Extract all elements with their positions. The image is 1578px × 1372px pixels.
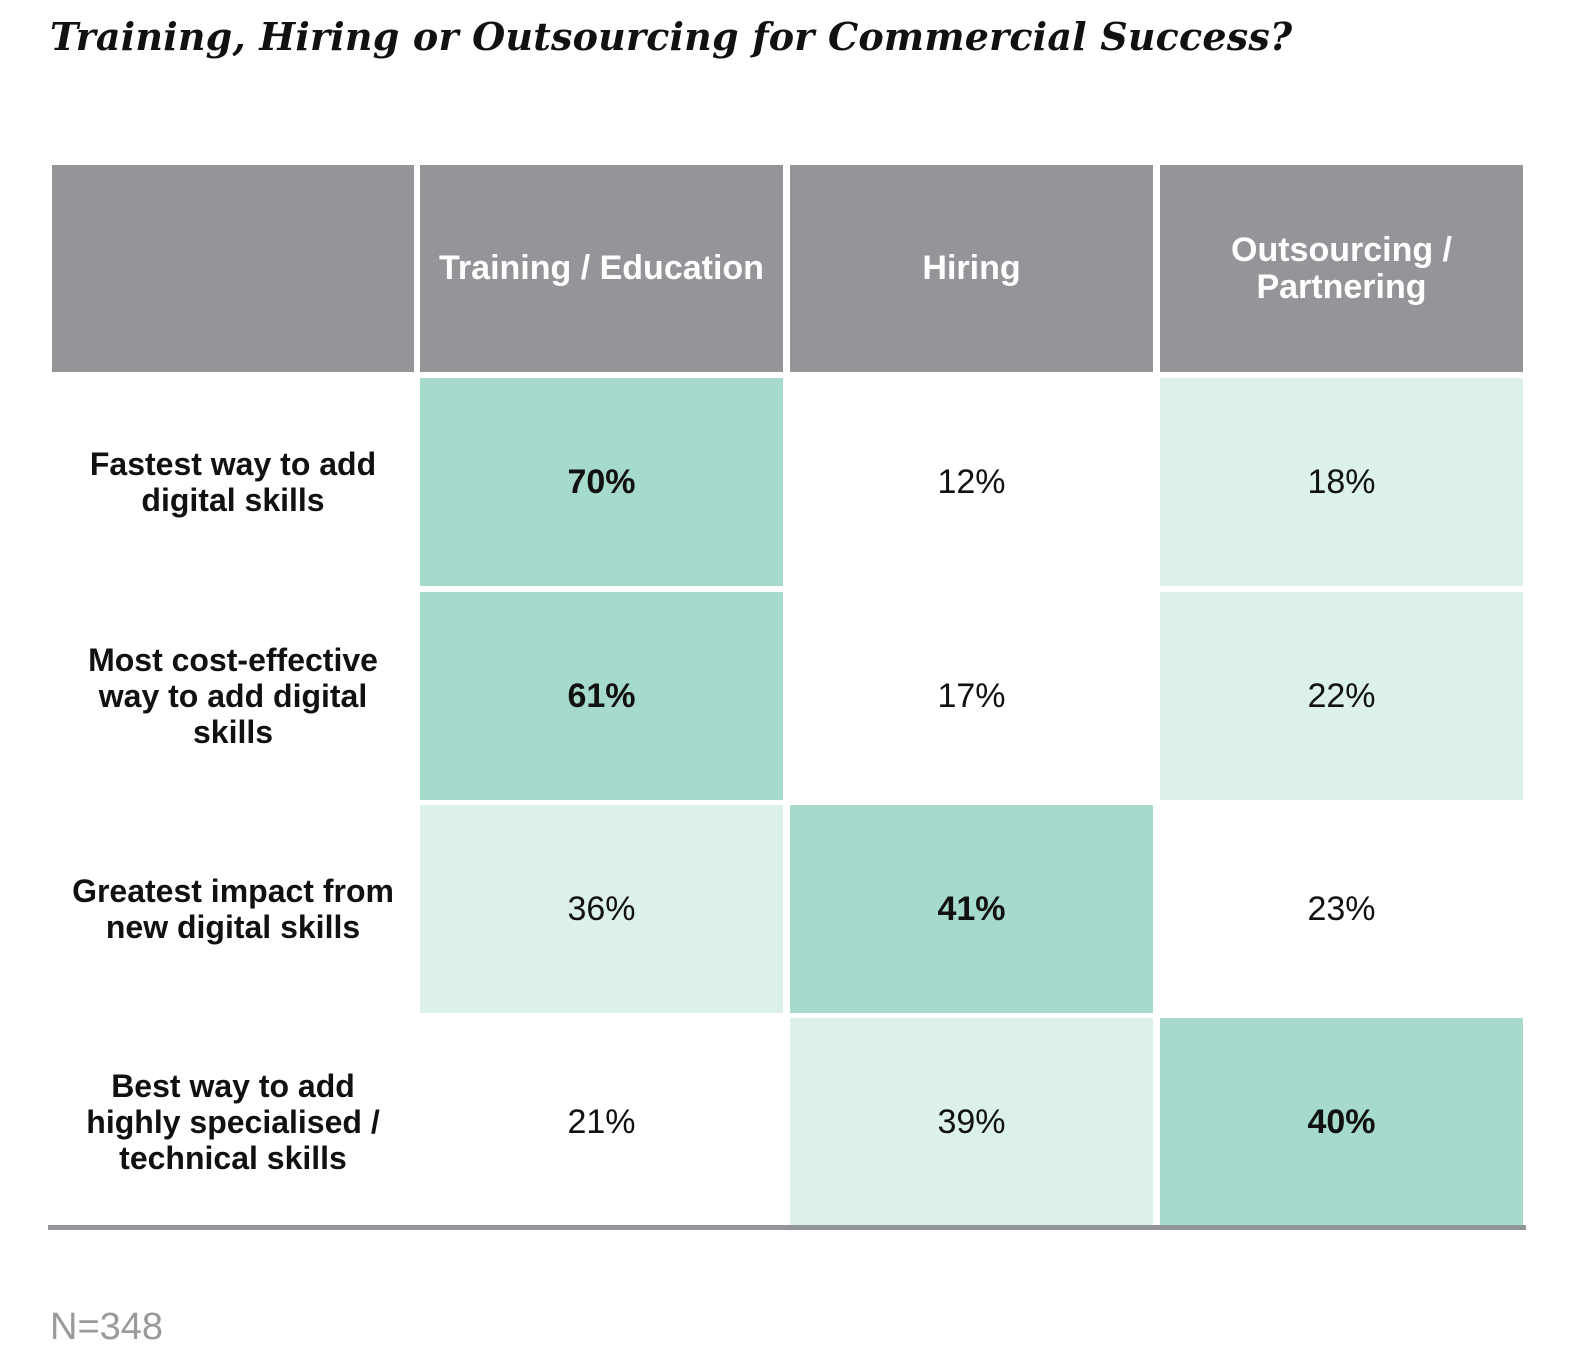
sample-size-note: N=348	[50, 1306, 164, 1348]
row-label-specialised: Best way to add highly specialised / tec…	[86, 1068, 380, 1176]
chart-title: Training, Hiring or Outsourcing for Comm…	[50, 14, 1293, 59]
header-hiring: Hiring	[790, 165, 1153, 372]
cell-specialised-outsourcing: 40%	[1160, 1018, 1523, 1226]
cell-specialised-hiring: 39%	[790, 1018, 1153, 1226]
cell-impact-outsourcing: 23%	[1160, 805, 1523, 1013]
header-cell-empty	[52, 165, 414, 372]
cell-cost-effective-hiring: 17%	[790, 592, 1153, 800]
cell-cost-effective-outsourcing: 22%	[1160, 592, 1523, 800]
row-label-fastest: Fastest way to add digital skills	[89, 446, 377, 518]
header-training-education: Training / Education	[420, 165, 783, 372]
row-label-cost-effective: Most cost-effective way to add digital s…	[88, 642, 378, 750]
cell-impact-hiring: 41%	[790, 805, 1153, 1013]
cell-impact-training: 36%	[420, 805, 783, 1013]
row-label-greatest-impact: Greatest impact from new digital skills	[72, 873, 394, 945]
cell-fastest-outsourcing: 18%	[1160, 378, 1523, 586]
cell-specialised-training: 21%	[420, 1018, 783, 1226]
bottom-rule	[48, 1225, 1526, 1230]
header-outsourcing-partnering: Outsourcing / Partnering	[1160, 165, 1523, 372]
cell-cost-effective-training: 61%	[420, 592, 783, 800]
cell-fastest-training: 70%	[420, 378, 783, 586]
cell-fastest-hiring: 12%	[790, 378, 1153, 586]
